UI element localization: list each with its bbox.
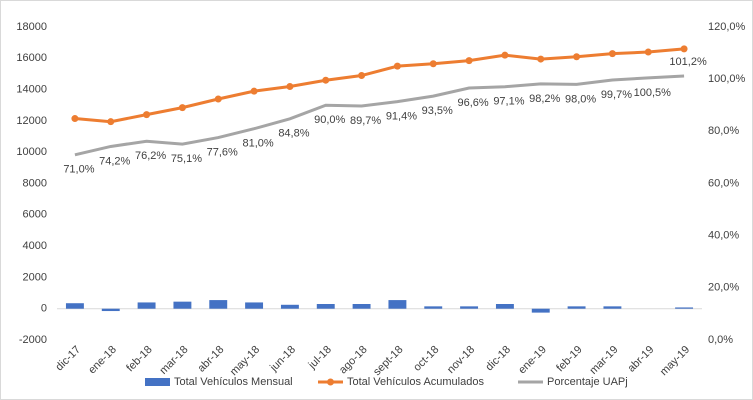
marker bbox=[358, 72, 366, 80]
marker bbox=[465, 57, 473, 65]
legend-label: Porcentaje UAPj bbox=[547, 376, 628, 388]
marker bbox=[143, 111, 151, 119]
bar bbox=[245, 302, 264, 309]
data-label: 91,4% bbox=[386, 111, 417, 123]
data-label: 76,2% bbox=[135, 150, 166, 162]
bar bbox=[65, 303, 84, 309]
data-label: 93,5% bbox=[422, 105, 453, 117]
data-label: 81,0% bbox=[242, 138, 273, 150]
marker bbox=[429, 60, 437, 68]
bar bbox=[101, 308, 120, 312]
bar bbox=[137, 302, 156, 309]
y-tick-label: 6000 bbox=[23, 209, 47, 221]
bar bbox=[603, 306, 622, 309]
bar bbox=[388, 300, 407, 309]
bar bbox=[280, 304, 299, 309]
legend-label: Total Vehículos Mensual bbox=[174, 376, 293, 388]
data-label: 84,8% bbox=[278, 128, 309, 140]
data-label: 101,2% bbox=[669, 56, 707, 68]
y-tick-label: 12000 bbox=[16, 115, 47, 127]
y-tick-label: 4000 bbox=[23, 240, 47, 252]
legend-swatch bbox=[145, 378, 170, 386]
bar bbox=[495, 304, 514, 309]
marker bbox=[501, 51, 509, 59]
bar bbox=[209, 300, 228, 309]
data-label: 90,0% bbox=[314, 114, 345, 126]
marker bbox=[71, 115, 79, 123]
line bbox=[74, 47, 685, 124]
bar bbox=[567, 306, 586, 309]
bar bbox=[173, 301, 192, 309]
y-tick-label: 0 bbox=[41, 303, 47, 315]
y2-tick-label: 20,0% bbox=[708, 282, 739, 294]
data-label: 98,2% bbox=[529, 93, 560, 105]
bar bbox=[424, 306, 443, 309]
marker bbox=[107, 118, 115, 126]
y2-tick-label: 100,0% bbox=[708, 73, 746, 85]
y2-tick-label: 120,0% bbox=[708, 21, 746, 33]
bar bbox=[675, 307, 694, 309]
marker bbox=[644, 48, 652, 56]
legend-label: Total Vehículos Acumulados bbox=[347, 376, 484, 388]
legend-marker bbox=[327, 378, 334, 386]
marker bbox=[573, 53, 581, 61]
data-label: 71,0% bbox=[63, 164, 94, 176]
marker bbox=[250, 87, 258, 95]
data-label: 99,7% bbox=[601, 89, 632, 101]
y2-tick-label: 40,0% bbox=[708, 230, 739, 242]
y2-tick-label: 60,0% bbox=[708, 177, 739, 189]
data-label: 77,6% bbox=[207, 146, 238, 158]
line bbox=[74, 74, 685, 157]
marker bbox=[322, 76, 330, 84]
data-label: 100,5% bbox=[634, 87, 672, 99]
marker bbox=[608, 50, 616, 58]
y2-tick-label: 80,0% bbox=[708, 125, 739, 137]
marker bbox=[178, 104, 186, 112]
y-tick-label: 16000 bbox=[16, 52, 47, 64]
y-tick-label: 8000 bbox=[23, 177, 47, 189]
y-tick-label: 10000 bbox=[16, 146, 47, 158]
data-label: 96,6% bbox=[457, 97, 488, 109]
y-tick-label: 2000 bbox=[23, 271, 47, 283]
marker bbox=[537, 55, 545, 63]
marker bbox=[393, 62, 401, 70]
bar bbox=[352, 304, 371, 309]
data-label: 75,1% bbox=[171, 153, 202, 165]
bar bbox=[531, 308, 550, 313]
y-tick-label: 18000 bbox=[16, 21, 47, 33]
bar bbox=[316, 304, 335, 309]
bar bbox=[460, 306, 479, 309]
marker bbox=[680, 45, 688, 53]
data-label: 97,1% bbox=[493, 96, 524, 108]
y-tick-label: -2000 bbox=[19, 334, 47, 346]
marker bbox=[286, 82, 294, 90]
y-tick-label: 14000 bbox=[16, 84, 47, 96]
y2-tick-label: 0,0% bbox=[708, 334, 733, 346]
data-label: 98,0% bbox=[565, 93, 596, 105]
marker bbox=[214, 95, 222, 103]
data-label: 89,7% bbox=[350, 115, 381, 127]
data-label: 74,2% bbox=[99, 155, 130, 167]
